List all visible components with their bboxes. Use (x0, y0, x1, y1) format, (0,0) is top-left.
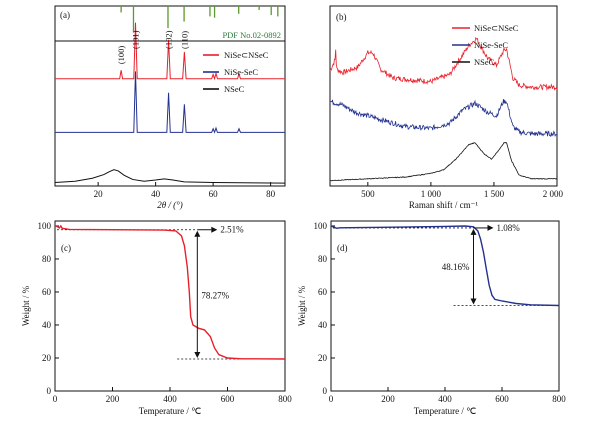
x-tick-label: 80 (266, 189, 276, 199)
peak-label: (110) (179, 31, 189, 49)
y-tick-label: 0 (323, 386, 328, 396)
legend-label: NSeC (474, 57, 495, 67)
legend-label: NiSe⊂NSeC (224, 50, 269, 60)
annotation: 1.08% (497, 223, 521, 233)
series-line-0 (55, 22, 285, 81)
x-axis-label: Raman shift / cm⁻¹ (409, 200, 478, 210)
panel-label: (d) (337, 243, 348, 253)
x-tick-label: 60 (209, 189, 219, 199)
x-tick-label: 400 (163, 394, 177, 404)
panel-label: (a) (60, 10, 70, 20)
x-tick-label: 2 000 (543, 189, 564, 199)
plot-frame (54, 40, 286, 187)
y-tick-label: 40 (318, 320, 328, 330)
panel-b: (b) NiSe⊂NSeC NiSe-SeC NSeC 500 1 000 1 500 2 0… (329, 5, 564, 210)
x-tick-label: 800 (552, 394, 566, 404)
panel-c: (c) 0 200 400 600 800 0 20 40 60 80 100 Weight / % Te… (21, 220, 292, 416)
x-tick-label: 0 (329, 394, 334, 404)
x-tick-label: 600 (495, 394, 509, 404)
peak-label: (102) (164, 30, 174, 49)
reference-label: PDF No.02-0892 (222, 30, 281, 40)
loss-arrow-head-up (194, 230, 201, 237)
arrow-head (487, 224, 494, 231)
annotation: 78.27% (201, 290, 229, 300)
y-tick-label: 20 (318, 353, 328, 363)
y-axis-label: Weight / % (297, 285, 307, 326)
panel-label: (b) (336, 12, 347, 22)
series-line-0 (54, 224, 286, 360)
x-tick-label: 0 (53, 394, 58, 404)
series-line-0 (329, 36, 558, 91)
y-tick-label: 0 (47, 386, 52, 396)
x-tick-label: 400 (438, 394, 452, 404)
x-tick-label: 500 (361, 189, 375, 199)
annotation: 78.27% (201, 290, 229, 300)
annotation: 2.51% (220, 225, 244, 235)
series-line-2 (54, 169, 286, 184)
legend-label: NSeC (224, 84, 245, 94)
panel-label: (c) (61, 243, 71, 253)
x-tick-label: 1 500 (484, 189, 505, 199)
x-tick-label: 600 (221, 394, 235, 404)
y-tick-label: 100 (314, 221, 328, 231)
plot-frame (330, 220, 560, 392)
annotation: 48.16% (442, 262, 470, 272)
x-tick-label: 200 (381, 394, 395, 404)
series-line-1 (329, 98, 558, 137)
series-line-2 (330, 141, 558, 182)
y-axis-label: Weight / % (21, 285, 31, 326)
y-tick-label: 60 (42, 287, 52, 297)
x-axis-label: Temperature / ℃ (414, 406, 476, 416)
y-tick-label: 40 (42, 320, 52, 330)
series-line-1 (55, 71, 285, 134)
x-tick-label: 200 (106, 394, 120, 404)
annotation: 48.16% (442, 262, 470, 272)
loss-arrow-head-down (470, 298, 477, 305)
legend-label: NiSe-SeC (474, 40, 508, 50)
y-tick-label: 80 (318, 254, 328, 264)
x-tick-label: 800 (278, 394, 292, 404)
panel-d: (d) 0 200 400 600 800 0 20 40 60 80 100 Weight / % Te… (297, 220, 566, 416)
x-tick-label: 1 000 (421, 189, 442, 199)
y-tick-label: 100 (38, 221, 52, 231)
peak-label: (101) (131, 30, 141, 49)
plot-frame (329, 5, 558, 187)
peak-label: (100) (116, 46, 126, 65)
x-tick-label: 20 (94, 189, 104, 199)
loss-arrow-head-down (194, 351, 201, 358)
x-tick-label: 40 (151, 189, 161, 199)
arrow-head (211, 226, 218, 233)
legend-label: NiSe⊂NSeC (474, 23, 519, 33)
y-tick-label: 80 (42, 254, 52, 264)
y-tick-label: 60 (318, 287, 328, 297)
panel-a: PDF No.02-0892 (a) (100) (101) (102) (110) NiS… (54, 5, 286, 210)
legend-label: NiSe-SeC (224, 67, 258, 77)
x-axis-label: Temperature / ℃ (139, 406, 201, 416)
x-axis-label: 2θ / (°) (157, 200, 183, 210)
loss-arrow-head-up (470, 228, 477, 235)
series-line-0 (330, 225, 560, 307)
plot-frame (54, 220, 286, 392)
y-tick-label: 20 (42, 353, 52, 363)
